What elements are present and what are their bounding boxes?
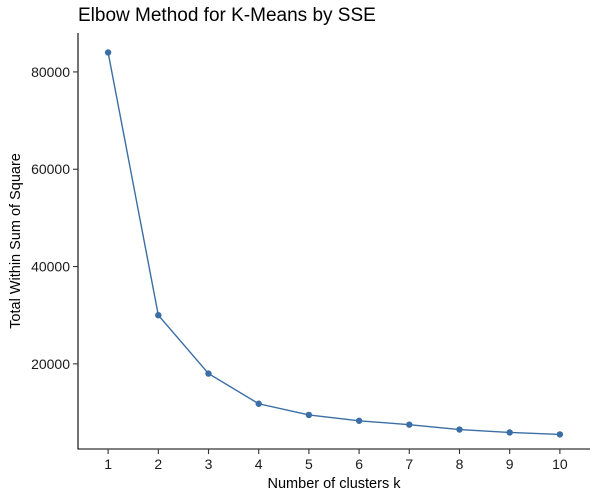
x-axis-title: Number of clusters k [268,476,402,492]
data-point [355,417,363,424]
data-point [255,400,262,407]
data-point [406,421,413,428]
data-point [205,370,212,377]
y-tick-label: 20000 [31,356,70,372]
labels-layer: Number of clusters k Total Within Sum of… [8,153,401,492]
x-tick-label: 6 [355,456,363,472]
x-tick-label: 3 [205,456,213,472]
data-point [556,431,564,438]
ticks-layer: 1 2 3 4 5 6 7 8 9 10 20000 40000 60000 80000 [31,64,568,472]
y-axis-title: Total Within Sum of Square [8,153,24,329]
chart-title: Elbow Method for K-Means by SSE [78,5,376,26]
y-tick-label: 80000 [31,64,70,80]
axes-layer [77,33,590,450]
x-tick-label: 7 [405,456,413,472]
y-tick-label: 40000 [31,259,70,275]
y-tick-label: 60000 [31,161,70,177]
x-tick-label: 5 [305,456,313,472]
x-tick-label: 1 [104,456,112,472]
series-line [107,52,560,436]
x-tick-label: 9 [506,456,514,472]
data-point [305,411,313,419]
data-point [104,49,112,56]
series-layer [104,49,564,438]
x-tick-label: 4 [255,456,263,472]
data-point [456,426,463,433]
x-tick-label: 2 [154,456,162,472]
x-tick-label: 10 [552,456,568,472]
data-point [506,429,513,436]
data-point [155,311,162,319]
x-tick-label: 8 [456,456,464,472]
